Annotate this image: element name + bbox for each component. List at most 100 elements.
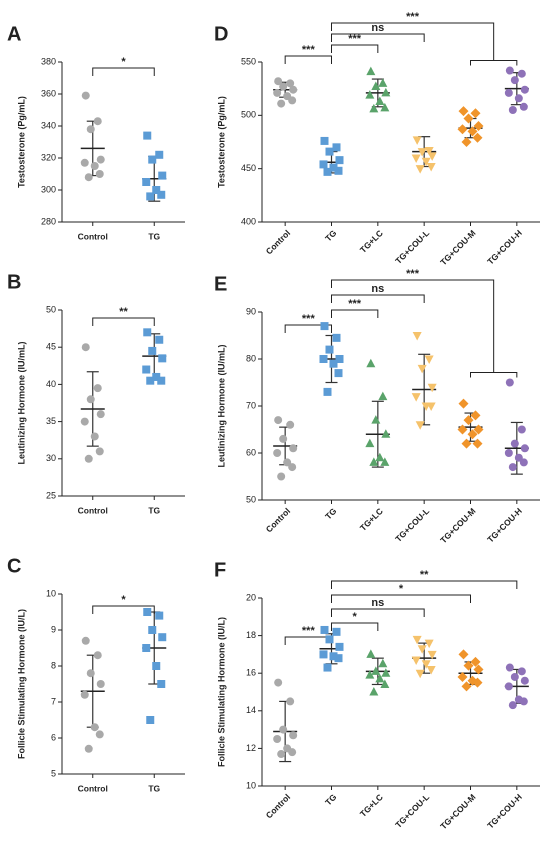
data-point xyxy=(421,660,431,669)
data-point xyxy=(375,96,385,105)
panel: D Testosterone (Pg/mL) 400 450 500 550 Control… xyxy=(214,11,540,267)
data-point xyxy=(158,171,167,180)
data-point xyxy=(504,449,513,457)
data-point xyxy=(288,748,297,757)
data-point xyxy=(155,611,164,620)
data-point xyxy=(412,136,422,145)
data-point xyxy=(380,457,390,466)
data-point xyxy=(148,155,157,164)
data-point xyxy=(411,393,421,402)
x-tick-label: TG xyxy=(148,505,160,515)
x-tick-label: TG+COU-M xyxy=(438,506,477,545)
y-tick-label: 320 xyxy=(41,152,56,162)
bracket xyxy=(331,608,425,617)
x-tick-label: TG+COU-M xyxy=(438,228,477,267)
y-tick-label: 360 xyxy=(41,88,56,98)
y-tick-label: 280 xyxy=(41,216,56,226)
significance-label: *** xyxy=(302,313,316,325)
data-point xyxy=(155,150,164,159)
bracket xyxy=(331,22,495,61)
x-tick-label: TG+COU-H xyxy=(485,506,524,545)
data-point xyxy=(366,649,376,658)
data-point xyxy=(508,106,517,114)
data-point xyxy=(320,625,329,634)
data-point xyxy=(470,108,481,119)
y-axis-label: Leutinizing Hormone (IU/mL) xyxy=(16,342,26,465)
data-point xyxy=(505,378,514,387)
data-point xyxy=(157,190,166,199)
x-tick-label: TG+COU-M xyxy=(438,792,477,831)
x-tick-label: TG+COU-L xyxy=(393,792,431,830)
data-point xyxy=(90,162,99,170)
x-tick-label: TG xyxy=(323,792,339,808)
data-point xyxy=(378,658,388,668)
panel: E Leutinizing Hormone (IU/mL) 50 60 70 80 90 Co… xyxy=(214,268,540,545)
data-point xyxy=(458,649,469,660)
data-point xyxy=(96,410,105,419)
data-point xyxy=(514,94,523,103)
y-tick-label: 500 xyxy=(241,110,256,120)
y-tick-label: 30 xyxy=(46,453,56,463)
data-point xyxy=(508,701,517,710)
data-point xyxy=(96,680,105,688)
data-point xyxy=(381,429,391,438)
significance-label: *** xyxy=(302,44,316,56)
significance-label: *** xyxy=(348,33,362,45)
panel-letter: E xyxy=(214,273,227,295)
bracket xyxy=(331,309,379,318)
data-point xyxy=(467,429,478,440)
data-point xyxy=(146,192,155,201)
data-point xyxy=(329,163,338,172)
data-point xyxy=(81,343,90,352)
data-point xyxy=(289,444,298,453)
y-tick-label: 12 xyxy=(246,743,256,753)
data-point xyxy=(378,391,388,401)
data-point xyxy=(457,124,468,135)
y-tick-label: 7 xyxy=(51,696,56,706)
y-tick-label: 20 xyxy=(246,592,256,602)
data-point xyxy=(157,376,166,385)
data-point xyxy=(467,126,478,137)
data-point xyxy=(473,664,484,675)
data-point xyxy=(283,458,292,467)
data-point xyxy=(369,103,379,113)
data-point xyxy=(412,635,422,645)
bracket xyxy=(331,33,425,42)
data-point xyxy=(152,186,161,194)
data-point xyxy=(335,355,344,363)
data-point xyxy=(323,663,332,672)
data-point xyxy=(517,667,526,676)
y-tick-label: 18 xyxy=(246,630,256,640)
x-tick-label: TG+LC xyxy=(358,506,385,533)
data-point xyxy=(152,372,161,381)
y-tick-label: 40 xyxy=(46,379,56,389)
data-point xyxy=(90,432,99,441)
panel: B Leutinizing Hormone (IU/mL) 25 30 35 40 45 50… xyxy=(7,271,185,515)
data-point xyxy=(472,438,483,449)
data-point xyxy=(375,452,385,462)
y-tick-label: 80 xyxy=(246,353,256,363)
data-point xyxy=(505,66,514,75)
significance-label: * xyxy=(353,611,358,623)
y-tick-label: 400 xyxy=(241,216,256,226)
data-point xyxy=(334,166,343,175)
data-point xyxy=(325,635,334,644)
y-tick-label: 70 xyxy=(246,400,256,410)
data-point xyxy=(84,173,93,182)
bracket xyxy=(331,279,495,373)
data-point xyxy=(142,644,151,652)
data-point xyxy=(415,669,425,679)
x-tick-label: TG+LC xyxy=(358,792,385,819)
data-point xyxy=(86,395,95,404)
data-point xyxy=(371,81,381,91)
data-point xyxy=(319,355,328,363)
data-point xyxy=(143,131,152,140)
data-point xyxy=(504,682,513,691)
data-point xyxy=(411,656,421,666)
data-point xyxy=(96,155,105,164)
data-point xyxy=(84,744,93,753)
panel-letter: C xyxy=(7,555,21,577)
bracket xyxy=(92,67,155,76)
data-point xyxy=(504,88,513,97)
data-point xyxy=(458,106,469,117)
